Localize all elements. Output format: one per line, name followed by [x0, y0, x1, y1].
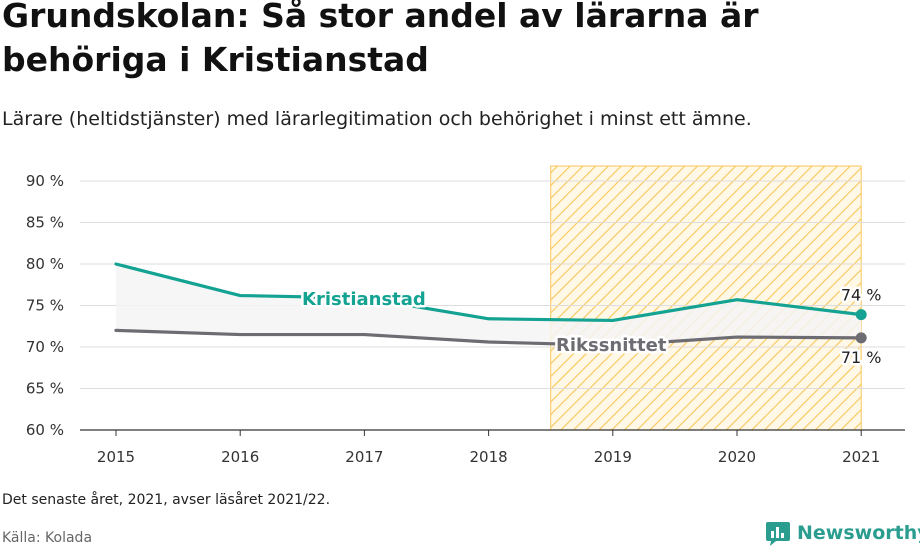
x-tick-label: 2016: [221, 448, 259, 466]
rikssnittet-series-label: Rikssnittet: [556, 335, 667, 356]
x-tick-label: 2015: [97, 448, 135, 466]
y-tick-label: 90 %: [26, 172, 64, 190]
x-tick-label: 2018: [470, 448, 508, 466]
rikssnittet-endpoint: [855, 332, 867, 344]
brand-name: Newsworthy: [797, 522, 920, 544]
line-chart: 60 % 65 % 70 % 75 % 80 % 85 % 90 % 2015 2016 2017…: [26, 165, 905, 466]
x-tick-label: 2019: [594, 448, 632, 466]
chart-bubble-icon: [766, 522, 790, 546]
source-note: Källa: Kolada: [2, 530, 93, 546]
rikssnittet-end-value: 71 %: [841, 348, 882, 367]
difference-band: [116, 264, 862, 346]
x-tick-label: 2020: [718, 448, 756, 466]
y-tick-label: 80 %: [26, 255, 64, 273]
kristianstad-end-value: 74 %: [841, 286, 882, 305]
y-tick-label: 75 %: [26, 297, 64, 315]
kristianstad-line: [114, 262, 863, 323]
kristianstad-endpoint: [855, 309, 867, 321]
x-tick-label: 2021: [842, 448, 880, 466]
chart-subtitle: Lärare (heltidstjänster) med lärarlegiti…: [2, 108, 752, 130]
kristianstad-series-label: Kristianstad: [302, 289, 426, 310]
chart-title: Grundskolan: Så stor andel av lärarna är…: [2, 0, 759, 79]
y-tick-label: 70 %: [26, 338, 64, 356]
y-tick-label: 65 %: [26, 380, 64, 398]
newsworthy-logo: Newsworthy: [765, 520, 920, 546]
y-tick-label: 60 %: [26, 421, 64, 439]
rikssnittet-line: [114, 328, 863, 347]
highlight-region: [550, 165, 862, 431]
y-tick-label: 85 %: [26, 214, 64, 232]
x-tick-label: 2017: [345, 448, 383, 466]
footnote: Det senaste året, 2021, avser läsåret 20…: [2, 492, 331, 508]
